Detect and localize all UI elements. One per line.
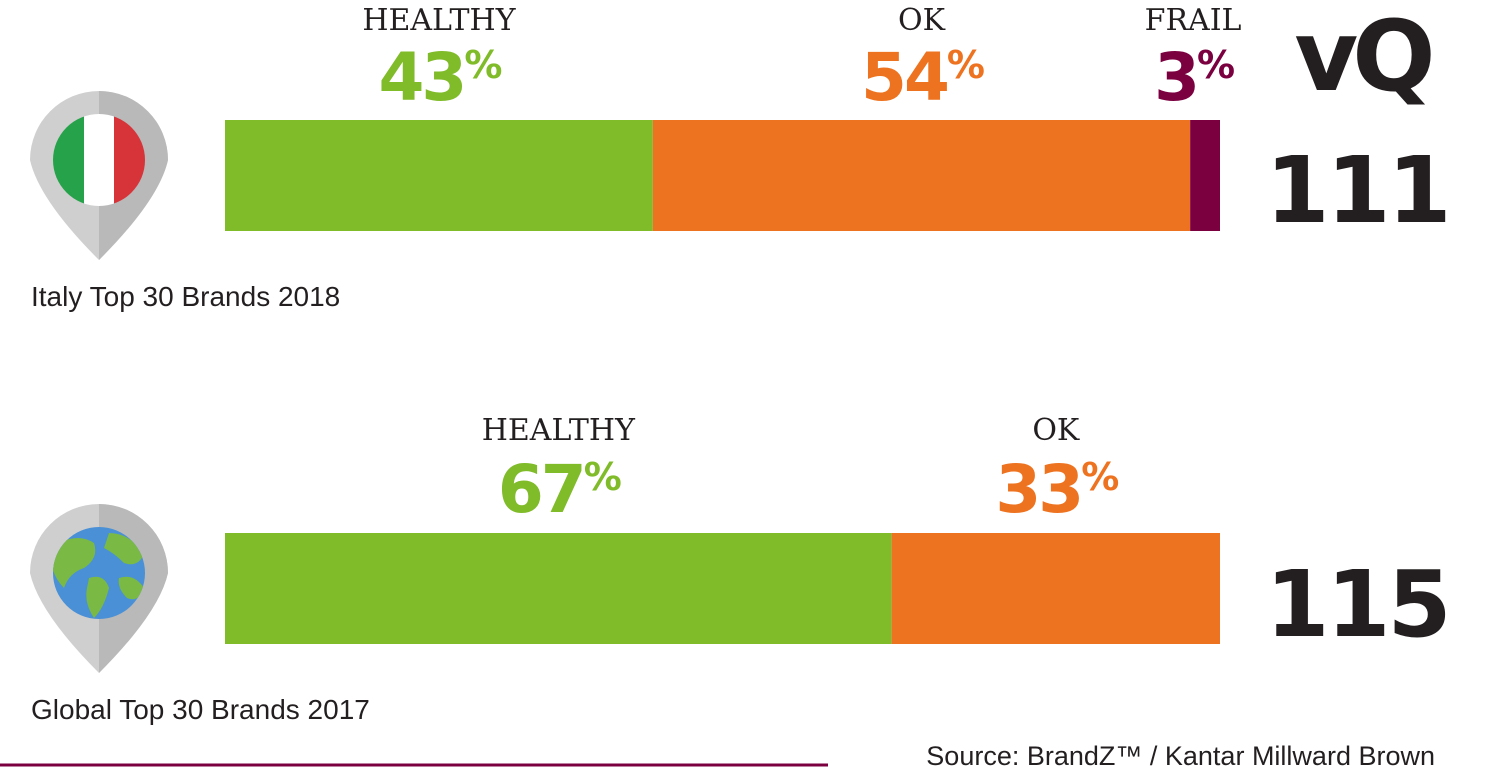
chart-italy-label-frail: FRAIL xyxy=(1145,3,1242,38)
vq-logo: vQ xyxy=(1294,0,1431,114)
chart-global-bars xyxy=(225,533,1220,644)
chart-italy-bars xyxy=(225,120,1220,231)
chart-global-title: Global Top 30 Brands 2017 xyxy=(31,694,370,725)
chart-global-value-healthy: 67% xyxy=(498,451,621,528)
chart-global-label-ok: OK xyxy=(1032,413,1080,448)
chart-italy-label-ok: OK xyxy=(898,3,946,38)
chart-italy-bar-ok xyxy=(652,120,1191,231)
chart-italy-bar-frail xyxy=(1190,120,1220,231)
chart-global-bar-healthy xyxy=(225,533,892,644)
globe-pin-icon xyxy=(30,504,168,673)
italy-flag-pin-icon xyxy=(30,91,168,260)
chart-italy-title: Italy Top 30 Brands 2018 xyxy=(31,281,340,312)
chart-global-value-ok: 33% xyxy=(995,451,1118,528)
chart-italy-score: 111 xyxy=(1265,137,1448,244)
chart-italy-value-ok: 54% xyxy=(861,39,984,116)
chart-italy-label-healthy: HEALTHY xyxy=(362,3,516,38)
chart-italy-value-frail: 3% xyxy=(1154,39,1234,116)
source-note: Source: BrandZ™ / Kantar Millward Brown xyxy=(926,741,1435,768)
chart-global-score: 115 xyxy=(1265,551,1448,658)
chart-global-label-healthy: HEALTHY xyxy=(482,413,636,448)
chart-italy-bar-healthy xyxy=(225,120,653,231)
chart-italy-value-healthy: 43% xyxy=(378,39,501,116)
chart-global-bar-ok xyxy=(891,533,1220,644)
